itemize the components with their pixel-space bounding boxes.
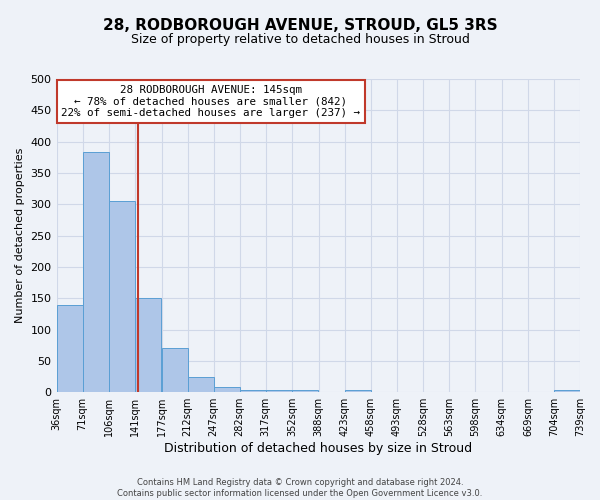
Bar (56, 304, 83, 392)
Text: Size of property relative to detached houses in Stroud: Size of property relative to detached ho… (131, 32, 469, 46)
Bar (240, 390, 266, 392)
X-axis label: Distribution of detached houses by size in Stroud: Distribution of detached houses by size … (164, 442, 472, 455)
Bar (345, 390, 371, 392)
Bar (188, 376, 214, 392)
Bar (214, 387, 240, 392)
Bar (135, 298, 161, 392)
Text: 28 RODBOROUGH AVENUE: 145sqm
← 78% of detached houses are smaller (842)
22% of s: 28 RODBOROUGH AVENUE: 145sqm ← 78% of de… (61, 86, 361, 118)
Bar (266, 390, 292, 392)
Bar (292, 390, 318, 392)
Bar (83, 152, 109, 392)
Y-axis label: Number of detached properties: Number of detached properties (15, 148, 25, 324)
Bar (161, 348, 188, 392)
Text: Contains HM Land Registry data © Crown copyright and database right 2024.
Contai: Contains HM Land Registry data © Crown c… (118, 478, 482, 498)
Text: 28, RODBOROUGH AVENUE, STROUD, GL5 3RS: 28, RODBOROUGH AVENUE, STROUD, GL5 3RS (103, 18, 497, 32)
Bar (109, 201, 135, 392)
Bar (554, 390, 580, 392)
